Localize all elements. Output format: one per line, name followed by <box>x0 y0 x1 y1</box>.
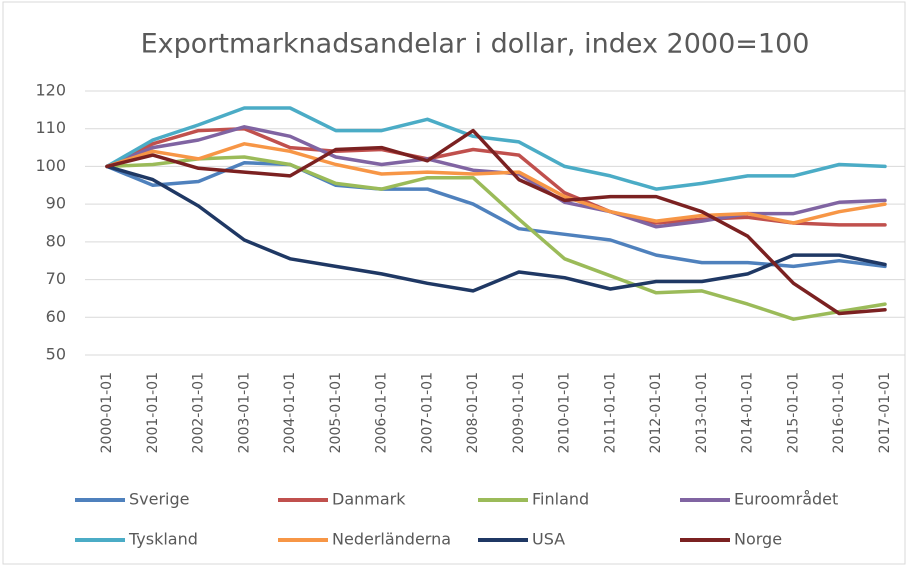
x-tick-label: 2000-01-01 <box>99 372 115 453</box>
legend-label: Nederländerna <box>332 530 451 549</box>
y-tick-label: 90 <box>46 194 66 213</box>
series-line <box>105 164 887 293</box>
x-tick-label: 2014-01-01 <box>740 372 756 453</box>
y-tick-label: 70 <box>46 269 66 288</box>
series-line <box>105 128 887 316</box>
series-line <box>105 155 887 321</box>
y-tick-label: 110 <box>35 118 66 137</box>
series-line <box>105 106 887 191</box>
x-tick-label: 2016-01-01 <box>831 372 847 453</box>
x-tick-label: 2011-01-01 <box>602 372 618 453</box>
legend-label: USA <box>532 530 565 549</box>
series-line <box>105 160 887 269</box>
x-tick-label: 2009-01-01 <box>511 372 527 453</box>
x-tick-label: 2010-01-01 <box>557 372 573 453</box>
legend-label: Danmark <box>332 490 406 509</box>
x-tick-label: 2008-01-01 <box>465 372 481 453</box>
x-tick-label: 2002-01-01 <box>191 372 207 453</box>
x-tick-label: 2006-01-01 <box>374 372 390 453</box>
x-tick-label: 2004-01-01 <box>282 372 298 453</box>
legend-label: Euroområdet <box>734 490 838 509</box>
x-tick-label: 2003-01-01 <box>236 372 252 453</box>
x-tick-label: 2013-01-01 <box>694 372 710 453</box>
y-tick-label: 80 <box>46 231 66 250</box>
legend-label: Tyskland <box>128 530 198 549</box>
y-tick-label: 120 <box>35 81 66 100</box>
x-tick-label: 2001-01-01 <box>145 372 161 453</box>
y-tick-label: 50 <box>46 345 66 364</box>
legend-label: Finland <box>532 490 589 509</box>
x-tick-label: 2012-01-01 <box>648 372 664 453</box>
x-tick-label: 2007-01-01 <box>419 372 435 453</box>
x-tick-label: 2015-01-01 <box>785 372 801 453</box>
legend-label: Norge <box>734 530 782 549</box>
chart-title: Exportmarknadsandelar i dollar, index 20… <box>141 29 810 60</box>
x-tick-label: 2005-01-01 <box>328 372 344 453</box>
legend-label: Sverige <box>129 490 190 509</box>
series-line <box>105 142 887 225</box>
y-tick-label: 100 <box>35 156 66 175</box>
x-tick-label: 2017-01-01 <box>877 372 893 453</box>
y-tick-label: 60 <box>46 307 66 326</box>
